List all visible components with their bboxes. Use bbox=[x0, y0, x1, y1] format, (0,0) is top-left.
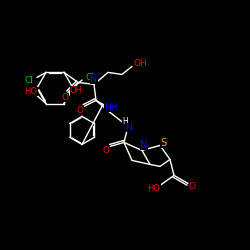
Text: N: N bbox=[126, 123, 132, 132]
Text: O: O bbox=[76, 106, 84, 115]
Text: H: H bbox=[122, 117, 128, 126]
Text: OH: OH bbox=[70, 86, 82, 95]
Text: HO: HO bbox=[24, 87, 38, 96]
Text: Cl: Cl bbox=[86, 72, 94, 82]
Text: O: O bbox=[62, 93, 68, 102]
Text: NH: NH bbox=[104, 103, 118, 112]
Text: Cl: Cl bbox=[24, 76, 34, 85]
Text: OH: OH bbox=[133, 59, 147, 68]
Text: N: N bbox=[140, 140, 148, 150]
Text: S: S bbox=[160, 138, 166, 148]
Text: O: O bbox=[102, 146, 110, 155]
Text: HO: HO bbox=[148, 184, 160, 193]
Text: N: N bbox=[90, 74, 98, 85]
Text: O: O bbox=[188, 182, 196, 191]
